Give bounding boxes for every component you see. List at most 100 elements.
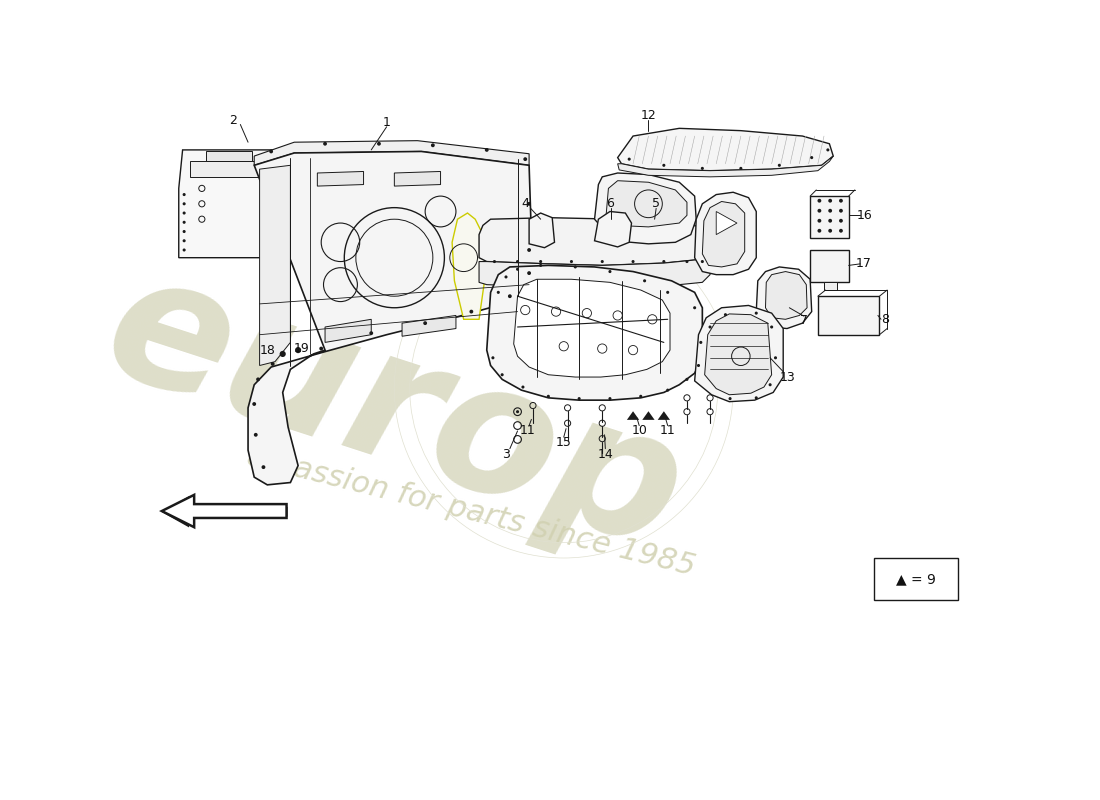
Circle shape <box>539 260 542 263</box>
Circle shape <box>608 270 612 273</box>
Text: 2: 2 <box>229 114 236 127</box>
Polygon shape <box>395 171 440 186</box>
Polygon shape <box>178 150 283 258</box>
Circle shape <box>505 275 507 278</box>
Circle shape <box>319 346 323 350</box>
Circle shape <box>826 148 829 151</box>
Polygon shape <box>618 156 834 177</box>
Circle shape <box>839 219 843 222</box>
Circle shape <box>424 322 427 325</box>
Circle shape <box>701 167 704 170</box>
Circle shape <box>377 142 381 146</box>
Text: 6: 6 <box>606 198 614 210</box>
Polygon shape <box>486 266 703 400</box>
Circle shape <box>183 211 186 214</box>
Circle shape <box>527 202 531 206</box>
Circle shape <box>183 193 186 196</box>
Polygon shape <box>594 211 631 247</box>
Circle shape <box>662 164 665 167</box>
Polygon shape <box>642 411 654 420</box>
Circle shape <box>270 150 273 154</box>
Circle shape <box>778 164 781 167</box>
Polygon shape <box>452 213 486 319</box>
Circle shape <box>708 326 712 329</box>
Circle shape <box>662 260 665 263</box>
Circle shape <box>701 260 704 263</box>
Text: 3: 3 <box>502 447 510 461</box>
Circle shape <box>769 383 772 386</box>
Text: 4: 4 <box>521 198 529 210</box>
Polygon shape <box>716 211 737 234</box>
Polygon shape <box>705 314 772 394</box>
Circle shape <box>516 410 519 414</box>
Polygon shape <box>695 306 783 402</box>
Circle shape <box>644 279 646 282</box>
Text: 7: 7 <box>800 314 808 327</box>
Text: 12: 12 <box>640 109 657 122</box>
Circle shape <box>631 260 635 263</box>
Circle shape <box>667 389 669 392</box>
Circle shape <box>492 356 495 359</box>
Circle shape <box>183 202 186 206</box>
Circle shape <box>547 394 550 398</box>
Polygon shape <box>403 315 455 336</box>
Text: a passion for parts since 1985: a passion for parts since 1985 <box>244 442 698 582</box>
Polygon shape <box>766 271 807 319</box>
Circle shape <box>516 260 519 263</box>
Circle shape <box>524 158 527 161</box>
Text: 13: 13 <box>779 370 795 383</box>
Circle shape <box>323 142 327 146</box>
Circle shape <box>527 271 531 275</box>
Circle shape <box>774 356 777 359</box>
Circle shape <box>254 433 257 437</box>
Polygon shape <box>627 411 639 420</box>
Circle shape <box>817 219 822 222</box>
Circle shape <box>839 209 843 213</box>
Circle shape <box>521 386 525 389</box>
Circle shape <box>828 209 832 213</box>
Text: ▲ = 9: ▲ = 9 <box>896 572 936 586</box>
Text: 18: 18 <box>260 344 275 357</box>
Text: 8: 8 <box>881 313 889 326</box>
Text: 5: 5 <box>652 198 660 210</box>
Polygon shape <box>163 498 286 526</box>
Polygon shape <box>529 213 554 248</box>
Circle shape <box>667 291 669 294</box>
Circle shape <box>539 264 542 267</box>
Circle shape <box>527 248 531 252</box>
Circle shape <box>608 397 612 400</box>
Text: 16: 16 <box>856 209 872 222</box>
Circle shape <box>817 229 822 233</box>
Polygon shape <box>162 495 286 527</box>
Circle shape <box>639 394 642 398</box>
Polygon shape <box>695 192 757 274</box>
Circle shape <box>279 351 286 357</box>
Polygon shape <box>480 218 711 266</box>
Circle shape <box>516 268 519 270</box>
Circle shape <box>252 402 256 406</box>
Circle shape <box>810 156 813 159</box>
FancyBboxPatch shape <box>874 558 958 599</box>
Circle shape <box>183 230 186 233</box>
Polygon shape <box>326 319 372 342</box>
Polygon shape <box>824 282 837 290</box>
Circle shape <box>739 167 742 170</box>
Circle shape <box>493 260 496 263</box>
Circle shape <box>817 198 822 202</box>
Text: 11: 11 <box>519 425 536 438</box>
Text: 10: 10 <box>631 425 647 438</box>
Circle shape <box>431 143 434 147</box>
Circle shape <box>839 198 843 202</box>
Circle shape <box>508 294 512 298</box>
Polygon shape <box>810 250 849 282</box>
Polygon shape <box>703 202 745 267</box>
Polygon shape <box>658 411 670 420</box>
Polygon shape <box>190 162 267 177</box>
Polygon shape <box>606 181 686 227</box>
Circle shape <box>570 260 573 263</box>
Text: 15: 15 <box>556 436 572 449</box>
Polygon shape <box>757 267 812 329</box>
Circle shape <box>578 397 581 400</box>
Circle shape <box>839 229 843 233</box>
Circle shape <box>693 306 696 310</box>
